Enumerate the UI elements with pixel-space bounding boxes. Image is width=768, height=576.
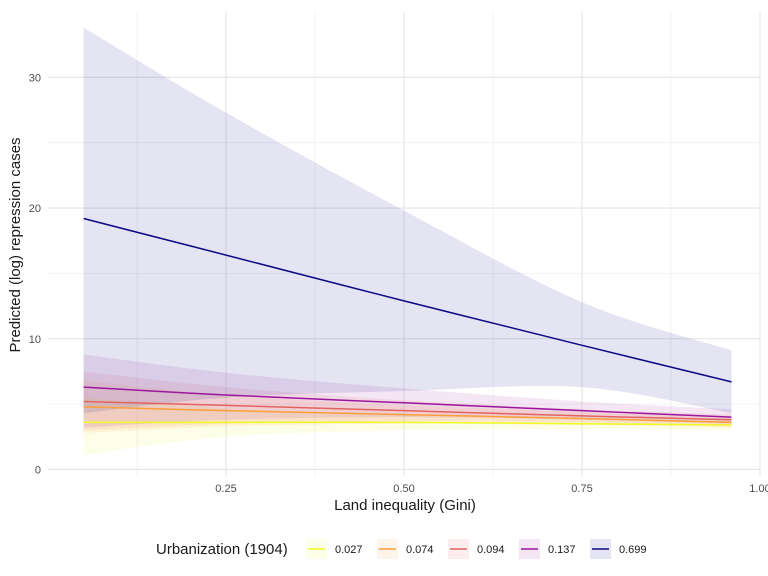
- x-tick-label: 1.00: [749, 483, 768, 495]
- ribbon-0.137: [83, 354, 732, 428]
- legend-label: 0.094: [477, 544, 505, 556]
- line-layer: [83, 217, 732, 426]
- legend-label: 0.137: [548, 544, 576, 556]
- series-line-0.699: [83, 217, 732, 383]
- series-line-0.074: [83, 405, 732, 424]
- series-line-0.137: [83, 386, 732, 418]
- y-axis-title: Predicted (log) repression cases: [7, 137, 24, 352]
- tick-layer: 0.25 0.50 0.75 1.00 0 10 20 30: [29, 72, 768, 495]
- grid-layer: [48, 12, 761, 476]
- y-tick-label: 30: [29, 72, 41, 84]
- ribbon-0.074: [83, 380, 732, 433]
- y-tick-label: 20: [29, 203, 41, 215]
- x-axis-title: Land inequality (Gini): [334, 497, 476, 514]
- y-tick-label: 0: [35, 464, 41, 476]
- legend-label: 0.074: [406, 544, 434, 556]
- legend-label: 0.027: [335, 544, 363, 556]
- legend-title: Urbanization (1904): [156, 541, 288, 558]
- x-tick-label: 0.25: [215, 483, 236, 495]
- series-line-0.027: [83, 421, 732, 426]
- legend-item: 0.094: [448, 539, 505, 559]
- x-tick-label: 0.75: [571, 483, 592, 495]
- ribbon-0.027: [83, 397, 732, 456]
- legend-item: 0.137: [519, 539, 576, 559]
- legend-item: 0.027: [306, 539, 363, 559]
- legend: Urbanization (1904) 0.027 0.074 0.094 0.137…: [156, 539, 647, 559]
- legend-items: 0.027 0.074 0.094 0.137 0.699: [306, 539, 647, 559]
- legend-item: 0.699: [590, 539, 647, 559]
- legend-item: 0.074: [377, 539, 434, 559]
- y-tick-label: 10: [29, 334, 41, 346]
- series-line-0.094: [83, 400, 732, 421]
- ribbon-layer: [83, 27, 732, 456]
- legend-label: 0.699: [619, 544, 647, 556]
- ribbon-0.699: [83, 27, 732, 414]
- x-tick-label: 0.50: [393, 483, 414, 495]
